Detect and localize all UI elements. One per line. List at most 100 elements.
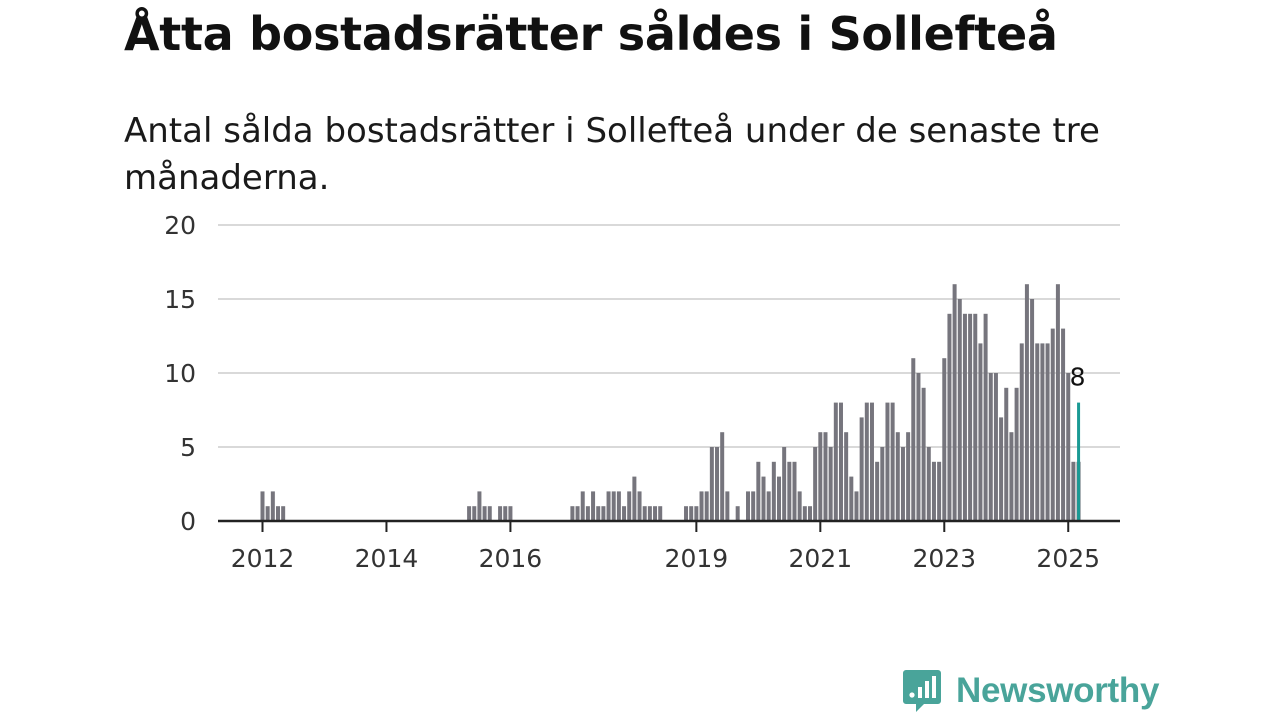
newsworthy-logo-icon <box>903 670 941 712</box>
bar <box>694 506 699 521</box>
bar <box>988 373 993 521</box>
bar <box>926 447 931 521</box>
bar <box>1024 284 1029 521</box>
bar <box>575 506 580 521</box>
bar <box>828 447 833 521</box>
brand-logo: Newsworthy <box>902 668 1159 714</box>
bar <box>611 491 616 521</box>
bar <box>962 313 967 521</box>
bar <box>802 506 807 521</box>
bar <box>1004 387 1009 521</box>
bar <box>890 402 895 521</box>
bar <box>792 461 797 521</box>
bar <box>570 506 575 521</box>
bar <box>771 461 776 521</box>
bar <box>999 417 1004 521</box>
bar <box>993 373 998 521</box>
bar <box>942 358 947 521</box>
bar <box>859 417 864 521</box>
bar <box>813 447 818 521</box>
bar <box>864 402 869 521</box>
bar <box>807 506 812 521</box>
bar <box>931 461 936 521</box>
bar <box>766 491 771 521</box>
bar <box>756 461 761 521</box>
bar <box>833 402 838 521</box>
bar <box>777 476 781 521</box>
bar <box>632 476 637 521</box>
bar <box>265 506 270 521</box>
bar <box>1009 432 1014 521</box>
bar <box>916 373 921 521</box>
bar <box>467 506 472 521</box>
bar-chart: 0 5 10 15 20 2012 2014 2016 2019 2021 2023 2025 8 <box>164 211 1120 573</box>
bar <box>642 506 647 521</box>
bar <box>503 506 508 521</box>
bar <box>952 284 957 521</box>
bar <box>622 506 627 521</box>
bar <box>823 432 828 521</box>
bar <box>487 506 492 521</box>
bar <box>849 476 854 521</box>
bar <box>906 432 911 521</box>
bar <box>838 402 843 521</box>
bar <box>751 491 756 521</box>
y-tick-label: 10 <box>164 359 196 388</box>
bar <box>709 447 714 521</box>
bar <box>472 506 477 521</box>
bar <box>482 506 487 521</box>
y-tick-label: 15 <box>164 285 196 314</box>
bar <box>1040 343 1045 521</box>
bar <box>921 387 926 521</box>
bar <box>260 491 265 521</box>
bar <box>937 461 942 521</box>
bar <box>689 506 694 521</box>
y-tick-label: 5 <box>180 433 196 462</box>
bar <box>1045 343 1050 521</box>
x-tick-label: 2016 <box>479 544 543 573</box>
bar <box>275 506 280 521</box>
bar <box>797 491 802 521</box>
bar <box>596 506 601 521</box>
y-tick-label: 20 <box>164 211 196 240</box>
bar <box>947 313 952 521</box>
bar <box>508 506 513 521</box>
bar <box>973 313 978 521</box>
bar <box>684 506 689 521</box>
bar <box>647 506 652 521</box>
bar <box>498 506 503 521</box>
bar <box>715 447 720 521</box>
bars <box>260 284 1081 521</box>
bar <box>978 343 983 521</box>
bar <box>869 402 874 521</box>
bar <box>1030 299 1035 521</box>
x-tick-label: 2025 <box>1036 544 1100 573</box>
bar <box>704 491 709 521</box>
bar <box>601 506 606 521</box>
bar <box>895 432 900 521</box>
bar <box>1055 284 1060 521</box>
x-tick-label: 2019 <box>665 544 729 573</box>
bar <box>1061 328 1066 521</box>
x-tick-label: 2023 <box>912 544 976 573</box>
bar <box>818 432 823 521</box>
highlight-bar <box>1077 402 1081 521</box>
bar <box>735 506 740 521</box>
bar <box>885 402 890 521</box>
bar <box>854 491 859 521</box>
bar <box>1014 387 1019 521</box>
bar <box>1019 343 1024 521</box>
bar <box>957 299 962 521</box>
chart-title: Åtta bostadsrätter såldes i Sollefteå <box>124 7 1058 61</box>
bar <box>880 447 885 521</box>
bar <box>627 491 632 521</box>
bar <box>1066 373 1071 521</box>
bar <box>281 506 286 521</box>
bar <box>746 491 751 521</box>
bar <box>270 491 275 521</box>
bar <box>585 506 590 521</box>
bar <box>591 491 596 521</box>
bar <box>983 313 988 521</box>
bar <box>699 491 704 521</box>
x-tick-label: 2012 <box>231 544 295 573</box>
